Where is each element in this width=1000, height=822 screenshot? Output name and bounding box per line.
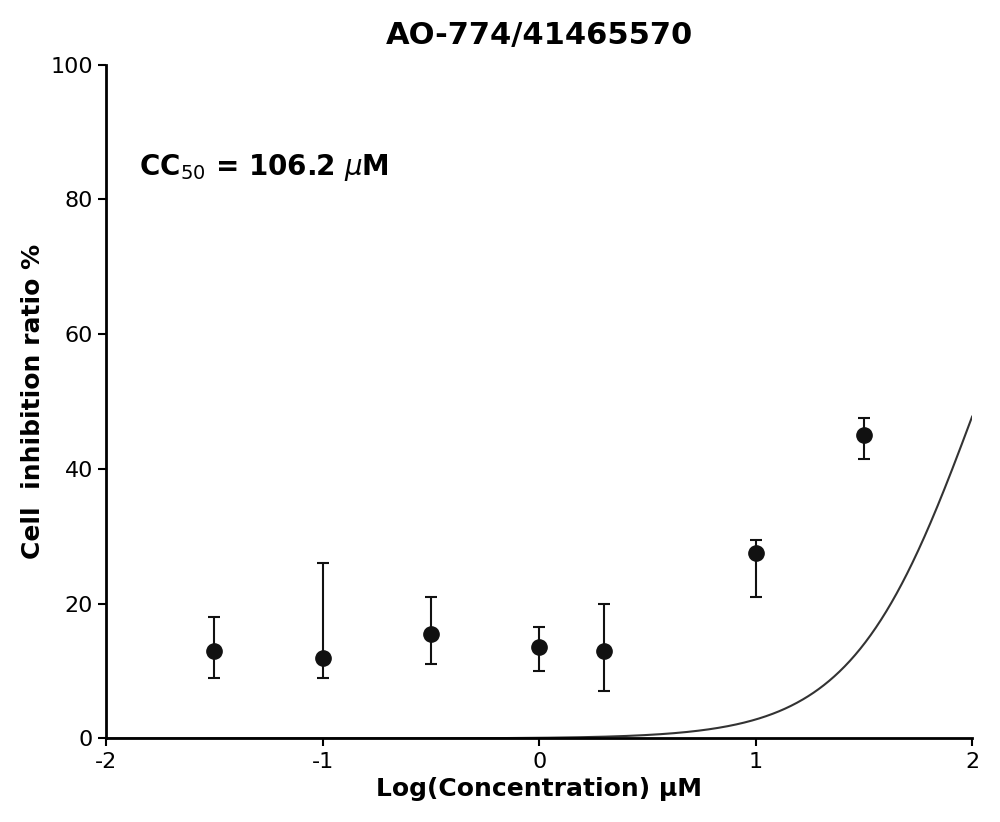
X-axis label: Log(Concentration) μM: Log(Concentration) μM [376,777,702,801]
Title: AO-774/41465570: AO-774/41465570 [386,21,693,50]
Text: CC$_{50}$ = 106.2 $\mu$M: CC$_{50}$ = 106.2 $\mu$M [139,152,389,183]
Y-axis label: Cell  inhibition ratio %: Cell inhibition ratio % [21,244,45,559]
